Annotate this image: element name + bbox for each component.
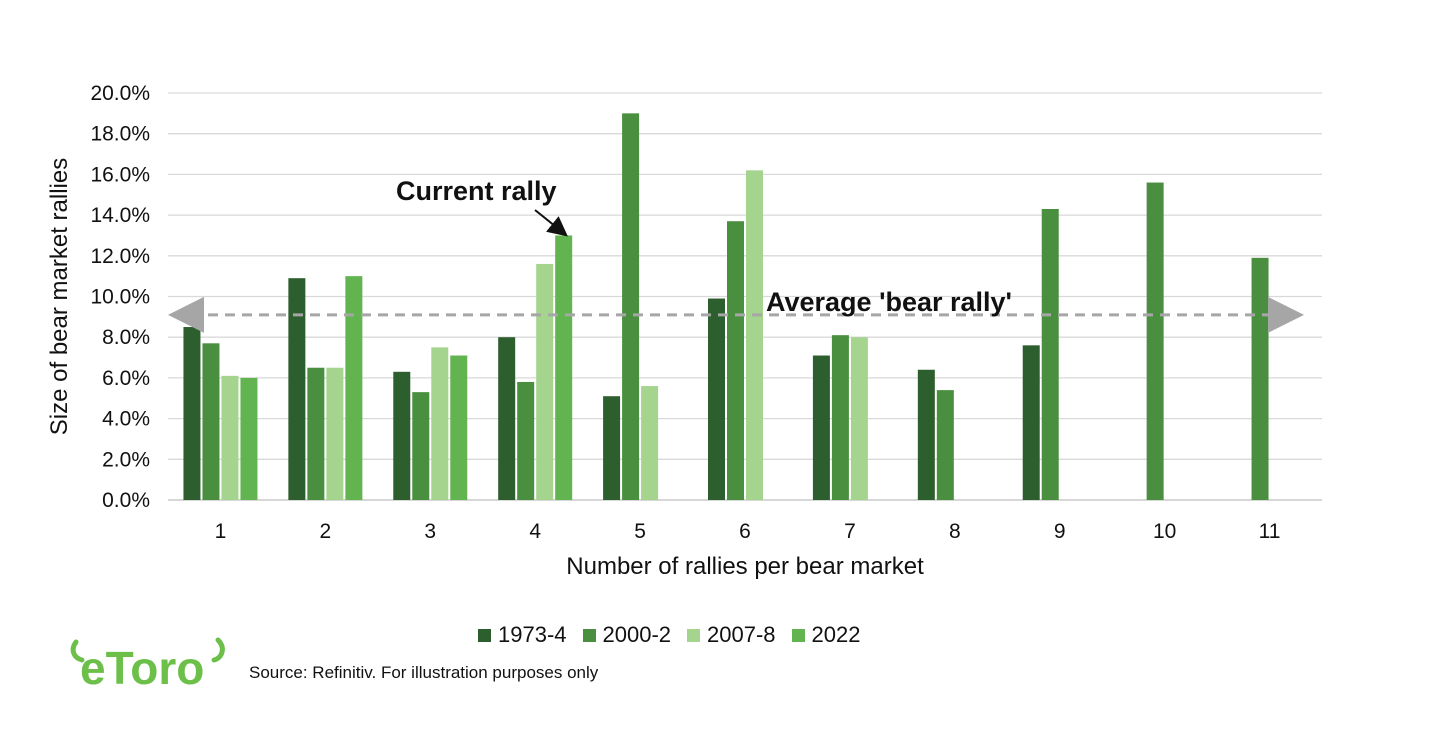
bar-2000-2-6 — [727, 221, 744, 500]
x-axis-ticks: 1 2 3 4 5 6 7 8 9 10 11 — [215, 520, 1281, 543]
legend-label-2007-8: 2007-8 — [707, 622, 776, 647]
bar-1973-4-9 — [1022, 345, 1040, 500]
current-rally-arrow — [534, 209, 568, 237]
legend-swatch-2022 — [791, 628, 805, 642]
current-rally-annotation: Current rally — [396, 176, 557, 206]
legend: 1973-4 2000-2 2007-8 2022 — [478, 622, 861, 648]
bar-2022-3 — [450, 355, 468, 500]
bar-2000-2-1 — [202, 343, 220, 500]
bar-2000-2-7 — [831, 335, 849, 500]
bar-1973-4-3 — [393, 371, 411, 500]
y-axis-title: Size of bear market rallies — [46, 158, 73, 435]
bar-2000-2-4 — [517, 381, 535, 500]
y-tick-label: 8.0% — [102, 326, 150, 349]
x-tick-label: 1 — [215, 520, 227, 543]
x-axis-title: Number of rallies per bear market — [566, 553, 924, 580]
logo-text: eToro — [80, 642, 204, 690]
y-tick-label: 14.0% — [90, 204, 150, 227]
bar-chart: 0.0% 2.0% 4.0% 6.0% 8.0% 10.0% 12.0% 14.0% 16.0%… — [46, 82, 1322, 580]
bar-1973-4-5 — [603, 396, 621, 500]
bar-2000-2-8 — [936, 390, 954, 500]
legend-swatch-2000-2 — [582, 628, 596, 642]
legend-label-1973-4: 1973-4 — [498, 622, 567, 647]
y-tick-label: 4.0% — [102, 408, 150, 431]
legend-item-2000-2: 2000-2 — [582, 622, 672, 648]
bar-1973-4-6 — [708, 298, 725, 500]
bar-2007-8-5 — [641, 386, 659, 500]
x-tick-label: 11 — [1259, 520, 1281, 543]
bar-2000-2-9 — [1041, 208, 1059, 500]
y-tick-label: 2.0% — [102, 448, 150, 471]
legend-item-1973-4: 1973-4 — [478, 622, 567, 648]
bar-1973-4-8 — [917, 369, 935, 500]
bar-2007-8-2 — [326, 367, 344, 500]
bar-2000-2-2 — [307, 367, 325, 500]
bar-2000-2-11 — [1251, 257, 1269, 500]
bar-2022-2 — [345, 276, 363, 500]
x-tick-label: 9 — [1054, 520, 1066, 543]
average-line-label: Average 'bear rally' — [766, 287, 1012, 317]
y-tick-label: 0.0% — [102, 489, 150, 512]
bar-1973-4-7 — [812, 355, 830, 500]
bar-1973-4-2 — [288, 278, 306, 500]
bar-2007-8-1 — [221, 375, 239, 500]
bars — [183, 113, 1269, 501]
bar-2022-4 — [555, 235, 573, 500]
bar-2000-2-5 — [622, 113, 640, 500]
legend-item-2022: 2022 — [791, 622, 861, 648]
x-tick-label: 2 — [320, 520, 332, 543]
legend-label-2000-2: 2000-2 — [602, 622, 672, 647]
legend-item-2007-8: 2007-8 — [687, 622, 776, 648]
bar-2007-8-4 — [536, 263, 554, 500]
y-tick-label: 18.0% — [90, 123, 150, 146]
y-tick-label: 16.0% — [90, 163, 150, 186]
x-tick-label: 6 — [739, 520, 751, 543]
bar-2000-2-10 — [1146, 182, 1164, 501]
legend-swatch-2007-8 — [687, 628, 701, 642]
bar-2000-2-3 — [412, 392, 430, 500]
x-tick-label: 4 — [529, 520, 541, 543]
bar-2007-8-6 — [746, 170, 763, 500]
y-tick-label: 20.0% — [90, 82, 150, 105]
legend-swatch-1973-4 — [478, 628, 491, 642]
bar-2007-8-7 — [850, 337, 868, 500]
x-tick-label: 7 — [844, 520, 856, 543]
bar-1973-4-1 — [183, 327, 201, 500]
y-tick-label: 12.0% — [90, 245, 150, 268]
y-axis-ticks: 0.0% 2.0% 4.0% 6.0% 8.0% 10.0% 12.0% 14.0% 16.0%… — [90, 82, 150, 512]
y-tick-label: 6.0% — [102, 367, 150, 390]
x-tick-label: 10 — [1153, 520, 1176, 543]
source-note: Source: Refinitiv. For illustration purp… — [249, 663, 599, 682]
x-tick-label: 5 — [634, 520, 646, 543]
bar-1973-4-4 — [498, 337, 516, 500]
bar-2007-8-3 — [431, 347, 449, 500]
legend-label-2022: 2022 — [811, 622, 861, 647]
bar-2022-1 — [240, 377, 258, 500]
x-tick-label: 3 — [424, 520, 436, 543]
etoro-logo: eToro — [70, 637, 225, 690]
x-tick-label: 8 — [949, 520, 961, 543]
y-tick-label: 10.0% — [90, 286, 150, 309]
